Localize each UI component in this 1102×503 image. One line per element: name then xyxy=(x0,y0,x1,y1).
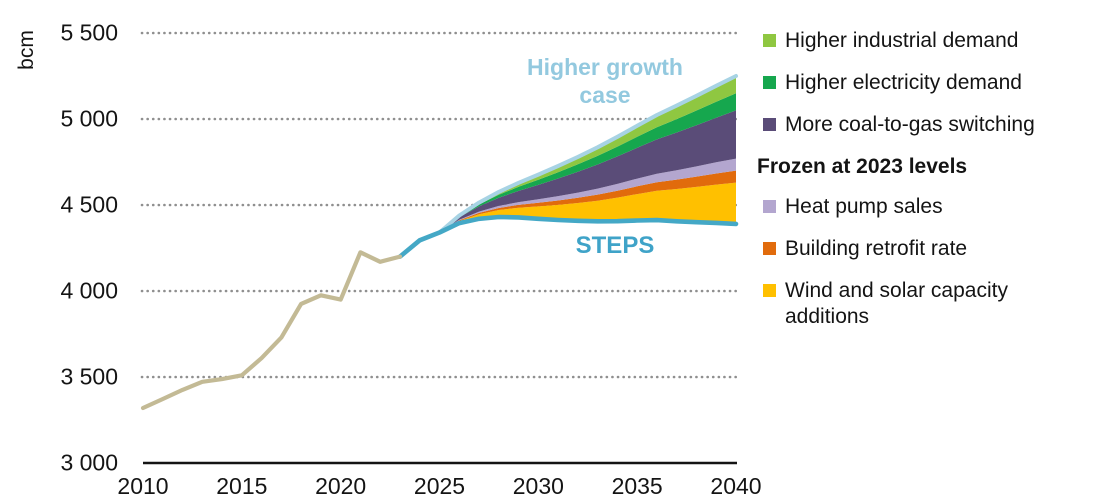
legend-swatch-higher-electricity-demand xyxy=(763,76,776,89)
y-tick-label: 4 000 xyxy=(60,277,118,304)
legend-swatch-wind-and-solar-capacity-additions xyxy=(763,284,776,297)
legend-swatch-building-retrofit-rate xyxy=(763,242,776,255)
legend-label: Wind and solar capacity additions xyxy=(785,279,1008,328)
x-tick-label: 2015 xyxy=(216,473,268,499)
legend-heading-frozen-at-2023-levels: Frozen at 2023 levels xyxy=(757,155,968,178)
wedge-building-retrofit-rate xyxy=(439,170,736,233)
x-tick-label: 2020 xyxy=(315,473,367,499)
x-tick-label: 2025 xyxy=(413,473,466,499)
wedge-higher-electricity-demand xyxy=(439,93,736,233)
legend-label: Building retrofit rate xyxy=(785,237,968,260)
y-tick-label: 5 500 xyxy=(60,19,118,46)
legend-swatch-coal-to-gas-switching xyxy=(763,118,776,131)
legend-item-higher-industrial-demand: Higher industrial demand xyxy=(752,28,1064,54)
higher-growth-case-label-line2: case xyxy=(579,82,631,108)
y-tick-label: 3 000 xyxy=(60,449,118,476)
higher-growth-case-label-line1: Higher growth xyxy=(527,54,683,80)
x-tick-label: 2010 xyxy=(117,473,169,499)
legend-swatch-higher-industrial-demand xyxy=(763,34,776,47)
y-tick-label: 3 500 xyxy=(60,363,118,390)
x-tick-label: 2030 xyxy=(512,473,564,499)
wedge-more-coal-to-gas-switching xyxy=(439,110,736,233)
legend-item-building-retrofit-rate: Building retrofit rate xyxy=(752,236,1064,262)
legend-item-higher-electricity-demand: Higher electricity demand xyxy=(752,70,1064,96)
series-higher-growth-case-line xyxy=(398,74,738,259)
series-steps-line xyxy=(397,214,739,259)
legend-swatch-heat-pump-sales xyxy=(763,200,776,213)
x-tick-label: 2035 xyxy=(611,473,663,499)
wedge-heat-pump-sales xyxy=(439,158,736,233)
higher-growth-case-label: Higher growth case xyxy=(505,53,705,109)
y-tick-label: 5 000 xyxy=(60,105,118,132)
legend-item-coal-to-gas-switching: More coal-to-gas switching xyxy=(752,112,1064,138)
legend: Higher industrial demand Higher electric… xyxy=(752,28,1064,346)
x-tick-label: 2040 xyxy=(710,473,762,499)
legend-label: More coal-to-gas switching xyxy=(785,113,1035,136)
legend-item-heat-pump-sales: Heat pump sales xyxy=(752,194,1064,220)
legend-label: Heat pump sales xyxy=(785,195,943,218)
steps-label: STEPS xyxy=(575,232,655,259)
legend-label: Higher industrial demand xyxy=(785,29,1019,52)
y-tick-label: 4 500 xyxy=(60,191,118,218)
legend-label: Higher electricity demand xyxy=(785,71,1022,94)
series-historical-line xyxy=(140,250,403,411)
legend-item-wind-and-solar-capacity-additions: Wind and solar capacity additions xyxy=(752,278,1064,330)
